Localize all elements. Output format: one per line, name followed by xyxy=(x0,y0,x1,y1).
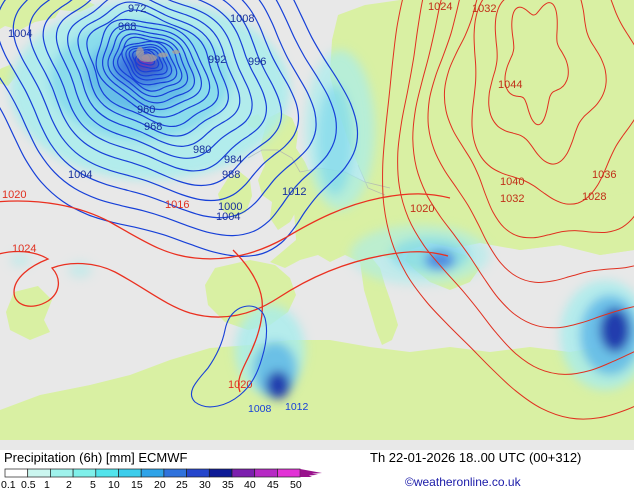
svg-text:25: 25 xyxy=(176,479,188,490)
svg-text:30: 30 xyxy=(199,479,211,490)
svg-text:960: 960 xyxy=(137,104,155,116)
svg-text:50: 50 xyxy=(290,479,302,490)
svg-text:5: 5 xyxy=(90,479,96,490)
svg-text:1020: 1020 xyxy=(410,203,434,215)
svg-text:980: 980 xyxy=(193,144,211,156)
svg-text:35: 35 xyxy=(222,479,234,490)
svg-text:992: 992 xyxy=(208,54,226,66)
svg-text:968: 968 xyxy=(144,121,162,133)
svg-text:1004: 1004 xyxy=(8,28,32,40)
svg-text:984: 984 xyxy=(224,154,242,166)
svg-text:Precipitation (6h) [mm] ECMWF: Precipitation (6h) [mm] ECMWF xyxy=(4,450,188,465)
svg-text:0.1: 0.1 xyxy=(1,479,16,490)
svg-text:1008: 1008 xyxy=(248,403,272,415)
svg-text:1004: 1004 xyxy=(68,169,92,181)
svg-text:©weatheronline.co.uk: ©weatheronline.co.uk xyxy=(405,475,522,489)
svg-text:1036: 1036 xyxy=(592,169,616,181)
svg-text:40: 40 xyxy=(244,479,256,490)
svg-text:1028: 1028 xyxy=(582,191,606,203)
svg-text:1044: 1044 xyxy=(498,79,522,91)
svg-text:972: 972 xyxy=(128,3,146,15)
svg-text:1012: 1012 xyxy=(285,401,309,413)
svg-text:1: 1 xyxy=(44,479,50,490)
svg-text:45: 45 xyxy=(267,479,279,490)
svg-text:1004: 1004 xyxy=(216,211,240,223)
svg-text:996: 996 xyxy=(248,56,266,68)
svg-text:2: 2 xyxy=(66,479,72,490)
svg-text:1032: 1032 xyxy=(472,3,496,15)
svg-text:1008: 1008 xyxy=(230,13,254,25)
svg-text:988: 988 xyxy=(222,169,240,181)
svg-text:1040: 1040 xyxy=(500,176,524,188)
svg-text:20: 20 xyxy=(154,479,166,490)
svg-text:Th 22-01-2026 18..00 UTC (00+3: Th 22-01-2026 18..00 UTC (00+312) xyxy=(370,450,581,465)
svg-text:1016: 1016 xyxy=(165,199,189,211)
svg-text:968: 968 xyxy=(118,21,136,33)
svg-text:1012: 1012 xyxy=(282,186,306,198)
svg-text:1024: 1024 xyxy=(428,1,452,13)
svg-text:1032: 1032 xyxy=(500,193,524,205)
svg-text:1020: 1020 xyxy=(2,189,26,201)
svg-text:0.5: 0.5 xyxy=(21,479,36,490)
svg-text:15: 15 xyxy=(131,479,143,490)
svg-text:10: 10 xyxy=(108,479,120,490)
svg-text:1024: 1024 xyxy=(12,243,36,255)
